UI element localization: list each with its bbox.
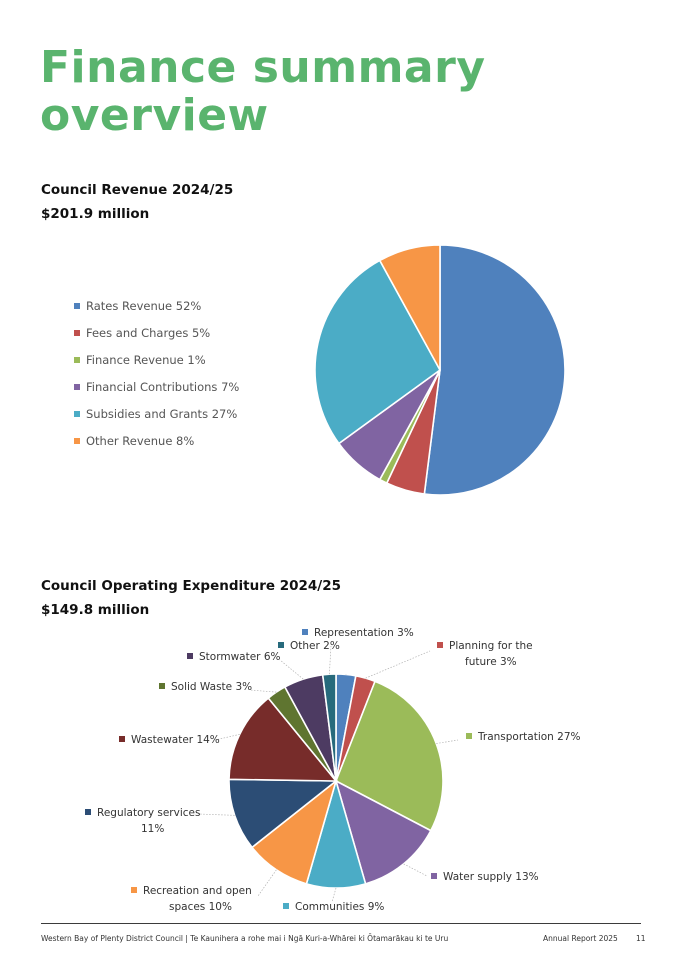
slice-label: Recreation and open spaces 10% [143, 885, 252, 913]
legend-swatch [74, 410, 80, 417]
slice-label-line: Transportation 27% [477, 731, 581, 743]
slice-label-line: Water supply 13% [443, 871, 539, 883]
legend-label: Finance Revenue 1% [86, 352, 206, 367]
legend-label: Rates Revenue 52% [86, 298, 202, 313]
legend-swatch [302, 629, 308, 635]
slice-label-line: Regulatory services [97, 807, 200, 819]
leader-line [257, 869, 277, 897]
slice-label: Representation 3% [314, 627, 414, 639]
legend-item: Finance Revenue 1% [74, 346, 239, 373]
slice-label-line: Stormwater 6% [199, 651, 281, 663]
page-title: Finance summary overview [40, 44, 486, 140]
legend-swatch [74, 437, 80, 444]
slice-label: Planning for the future 3% [449, 640, 533, 668]
footer-divider [41, 923, 641, 924]
slice-label-line: Communities 9% [295, 901, 384, 913]
legend-label: Other Revenue 8% [86, 433, 195, 448]
slice-label-line: Recreation and open [143, 885, 252, 897]
pie-slice [314, 259, 442, 445]
legend-label: Subsidies and Grants 27% [86, 406, 238, 421]
legend-swatch [74, 302, 80, 309]
leader-line [197, 813, 235, 816]
legend-item: Other Revenue 8% [74, 427, 239, 454]
legend-swatch [431, 873, 437, 879]
leader-line [279, 659, 304, 680]
slice-label-line: Representation 3% [314, 627, 414, 639]
leader-line [436, 739, 459, 744]
revenue-total: $201.9 million [41, 206, 150, 222]
legend-item: Financial Contributions 7% [74, 373, 239, 400]
pie-slice [228, 696, 338, 782]
revenue-heading: Council Revenue 2024/25 [41, 182, 234, 198]
slice-label: Wastewater 14% [131, 734, 220, 746]
slice-label-line: Planning for the [449, 640, 533, 652]
leader-line [403, 863, 428, 877]
legend-label: Financial Contributions 7% [86, 379, 240, 394]
leader-line [331, 887, 337, 903]
slice-label-line: Solid Waste 3% [171, 681, 252, 693]
legend-item: Rates Revenue 52% [74, 292, 239, 319]
legend-swatch [283, 903, 289, 909]
slice-label-line: Wastewater 14% [131, 734, 220, 746]
legend-swatch [74, 383, 80, 390]
legend-swatch [74, 356, 80, 363]
footer-report-title: Annual Report 2025 [543, 934, 618, 943]
revenue-pie-chart [314, 244, 566, 496]
pie-slice [423, 244, 566, 496]
slice-label: Communities 9% [295, 901, 384, 913]
expenditure-total: $149.8 million [41, 602, 150, 618]
pie-slice [228, 778, 339, 849]
legend-swatch [119, 736, 125, 742]
slice-label: Stormwater 6% [199, 651, 281, 663]
leader-line [365, 650, 431, 679]
legend-swatch [278, 642, 284, 648]
pie-slice [378, 244, 441, 371]
page-number: 11 [636, 934, 646, 943]
legend-item: Fees and Charges 5% [74, 319, 239, 346]
slice-label: Water supply 13% [443, 871, 539, 883]
slice-label: Regulatory services 11% [97, 807, 200, 835]
pie-slice [334, 680, 444, 832]
expenditure-pie-chart: Representation 3% Planning for the future … [85, 627, 581, 913]
legend-swatch [466, 733, 472, 739]
slice-label-line: 11% [141, 823, 164, 835]
slice-label-line: future 3% [465, 656, 517, 668]
pie-slice [334, 779, 432, 885]
legend-item: Subsidies and Grants 27% [74, 400, 239, 427]
legend-swatch [159, 683, 165, 689]
legend-swatch [437, 642, 443, 648]
page-title-line2: overview [40, 90, 269, 141]
legend-swatch [131, 887, 137, 893]
footer-organisation: Western Bay of Plenty District Council |… [41, 934, 449, 943]
slice-label: Other 2% [290, 640, 340, 652]
slice-label: Transportation 27% [477, 731, 581, 743]
legend-swatch [85, 809, 91, 815]
slice-label-line: spaces 10% [169, 901, 232, 913]
leader-line [214, 734, 240, 741]
legend-swatch [74, 329, 80, 336]
slice-label: Solid Waste 3% [171, 681, 252, 693]
expenditure-heading: Council Operating Expenditure 2024/25 [41, 578, 341, 594]
slice-label-line: Other 2% [290, 640, 340, 652]
page-title-line1: Finance summary [40, 42, 486, 93]
revenue-legend: Rates Revenue 52% Fees and Charges 5% Fi… [74, 292, 239, 454]
legend-swatch [187, 653, 193, 659]
leader-line [249, 689, 277, 693]
legend-label: Fees and Charges 5% [86, 325, 211, 340]
